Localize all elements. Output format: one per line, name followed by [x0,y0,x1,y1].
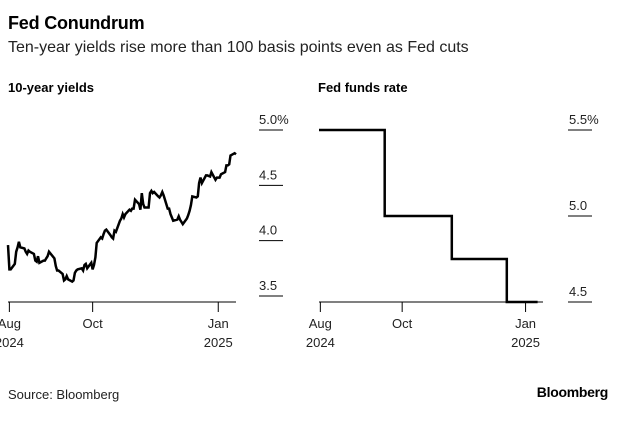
bloomberg-logo: Bloomberg [536,384,609,400]
yields-x-tick-year: 2025 [204,335,233,350]
chart-title: Fed Conundrum [8,13,145,33]
fed-x-tick-year: 2024 [306,335,335,350]
fed-x-tick-year: 2025 [511,335,540,350]
yields-y-tick-label: 3.5 [259,278,277,293]
yields-x-tick-year: 2024 [0,335,24,350]
fed-x-tick-label: Oct [392,316,413,331]
yields-panel-title: 10-year yields [8,80,95,95]
source-note: Source: Bloomberg [8,387,120,402]
yields-x-tick-label: Jan [208,316,229,331]
fed-x-tick-label: Jan [515,316,536,331]
fed-y-tick-label: 5.0 [569,198,587,213]
fed-x-tick-label: Aug [309,316,332,331]
fed-y-tick-label: 5.5% [569,112,599,127]
chart-subtitle: Ten-year yields rise more than 100 basis… [8,39,469,56]
yields-series-line [6,151,237,284]
fed-y-tick-label: 4.5 [569,284,587,299]
fed-panel-title: Fed funds rate [318,80,408,95]
yields-y-tick-label: 4.5 [259,167,277,182]
yields-y-tick-label: 4.0 [259,223,277,238]
yields-x-tick-label: Oct [83,316,104,331]
yields-x-tick-label: Aug [0,316,21,331]
fed-series-line [319,128,538,304]
yields-y-tick-label: 5.0% [259,112,289,127]
